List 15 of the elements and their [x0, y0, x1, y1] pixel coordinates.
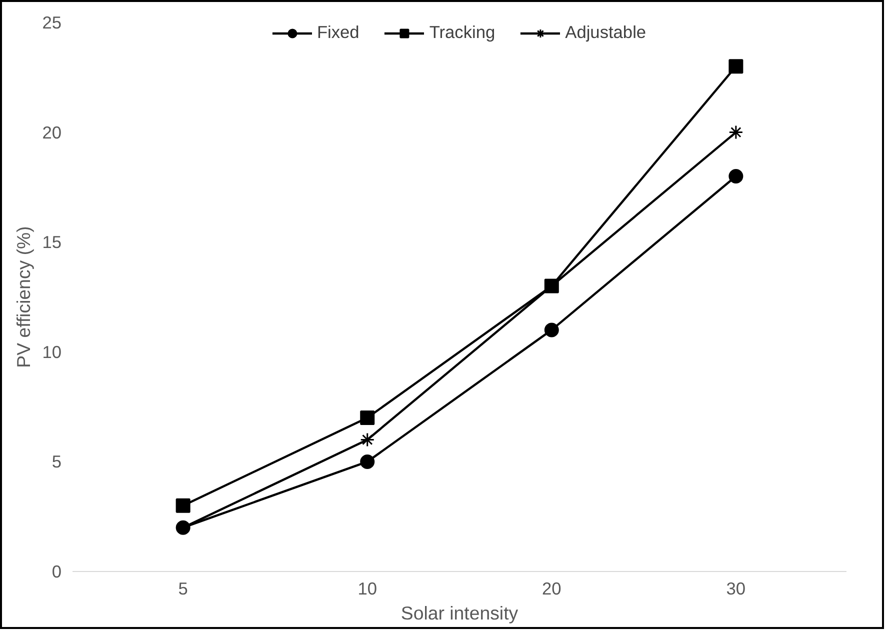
y-tick-label: 0 — [52, 562, 62, 582]
x-tick-label: 10 — [358, 578, 377, 598]
x-tick-label: 20 — [542, 578, 562, 598]
legend-label: Fixed — [316, 22, 360, 43]
legend-label: Tracking — [429, 22, 496, 43]
x-axis-title: Solar intensity — [400, 602, 519, 624]
y-tick-label: 20 — [42, 122, 62, 142]
legend-label: Adjustable — [565, 22, 646, 43]
y-tick-label: 25 — [42, 12, 62, 32]
x-tick-label: 5 — [178, 578, 188, 598]
y-axis-title: PV efficiency (%) — [13, 226, 34, 368]
x-tick-label: 30 — [726, 578, 746, 598]
y-tick-label: 15 — [42, 232, 62, 252]
y-tick-label: 10 — [42, 342, 62, 362]
y-tick-label: 5 — [52, 452, 62, 472]
